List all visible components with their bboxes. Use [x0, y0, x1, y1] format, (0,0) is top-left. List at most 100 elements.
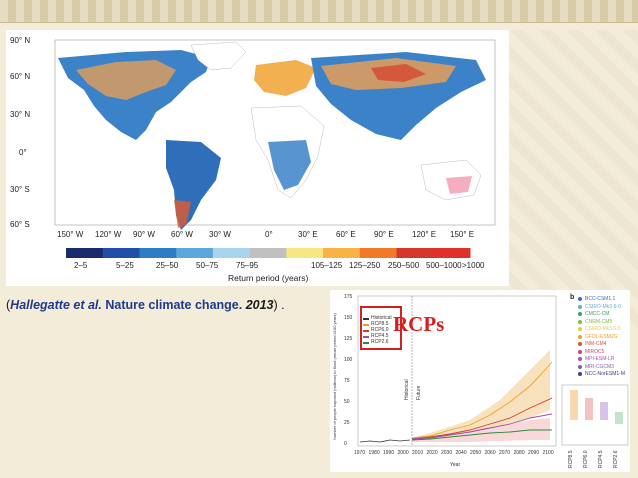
series-rcp85 [411, 361, 553, 439]
citation-journal: Nature climate change. [105, 298, 243, 312]
x-tick-label: 2000 [397, 450, 409, 456]
colorbar-label: 75–95 [236, 261, 259, 270]
flood-return-period-map: 90° N 60° N 30° N 0° 30° S 60° S 150° W … [6, 30, 509, 286]
lon-label: 0° [265, 230, 273, 239]
lat-label-30n: 30° N [10, 110, 31, 119]
legend-a-entry: RCP8.5 [371, 321, 389, 327]
colorbar-label: 50–75 [196, 261, 219, 270]
lat-label-90n: 90° N [10, 36, 31, 45]
lon-label: 90° W [133, 230, 155, 239]
colorbar [66, 248, 471, 258]
legend-b-marker [578, 312, 582, 316]
colorbar-segment [139, 248, 177, 258]
legend-b-marker [578, 297, 582, 301]
legend-b-marker [578, 334, 582, 339]
panel-b-x-label: RCP4.5 [598, 450, 604, 468]
colorbar-label: 500–1000 [426, 261, 462, 270]
y-tick-label: 100 [344, 357, 353, 363]
citation-authors: Hallegatte et al. [10, 298, 102, 312]
x-tick-label: 2100 [542, 450, 554, 456]
box-rcp85 [570, 390, 578, 420]
citation-close-paren: ) . [273, 298, 285, 312]
y-tick-label: 25 [344, 420, 350, 426]
africa-flood-zone [268, 140, 311, 190]
decorative-top-border [0, 0, 638, 23]
x-tick-label: 2040 [455, 450, 467, 456]
colorbar-segment [359, 248, 398, 258]
rcps-annotation: RCPs [393, 312, 445, 336]
legend-b-marker [578, 342, 582, 346]
box-rcp26 [615, 412, 623, 424]
australia-flood-zone [446, 176, 472, 194]
world-map-svg [54, 39, 496, 258]
x-tick-label: 2090 [528, 450, 540, 456]
lon-label: 150° E [450, 230, 475, 239]
lat-label-equator: 0° [19, 148, 27, 157]
legend-a-entry: Historical [371, 315, 392, 321]
legend-b-entry: CNRM-CM5 [585, 318, 613, 325]
lon-label: 120° E [412, 230, 437, 239]
x-tick-label: 2050 [470, 450, 482, 456]
legend-a-entry: RCP2.6 [371, 339, 389, 345]
future-label: Future [416, 385, 422, 400]
south-america-hotspots [174, 200, 191, 228]
x-tick-label: 2070 [499, 450, 511, 456]
legend-b-entry: CMCC-CM [585, 311, 610, 317]
legend-a-entry: RCP4.5 [371, 333, 389, 339]
colorbar-label: 250–500 [388, 261, 420, 270]
colorbar-segment [66, 248, 104, 258]
lat-label-30s: 30° S [10, 185, 30, 194]
north-america-hotspots [76, 60, 176, 100]
legend-b-entry: INM-CM4 [585, 341, 607, 347]
legend-b-entry: MIROC5 [585, 348, 605, 355]
lon-label: 60° E [336, 230, 356, 239]
colorbar-segment [433, 248, 471, 258]
legend-b-marker [578, 327, 582, 331]
uncertainty-band-rcp85 [412, 350, 550, 440]
lon-label: 90° E [374, 230, 394, 239]
legend-a-swatch [363, 342, 369, 344]
y-axis-label: Number of people exposed (millions) to f… [332, 313, 337, 440]
panel-b-letter: b [570, 294, 575, 301]
x-tick-label: 1990 [383, 450, 395, 456]
legend-b-marker [578, 364, 582, 369]
legend-b-entry: GFDL-ESM2G [585, 333, 618, 340]
greenland-landmass [190, 41, 247, 71]
colorbar-segment [102, 248, 140, 258]
exposure-chart-svg [357, 295, 629, 447]
colorbar-segment [176, 248, 214, 258]
legend-b-entry: NCC-NorESM1-M [585, 371, 625, 377]
colorbar-label: 105–125 [311, 261, 343, 270]
x-tick-label: 2060 [484, 450, 496, 456]
lat-label-60s: 60° S [10, 220, 30, 229]
y-tick-label: 125 [344, 336, 353, 342]
legend-b-entry: CSIRO-Mk3.6.0 [585, 326, 621, 332]
colorbar-label: 25–50 [156, 261, 179, 270]
legend-b-entry: BCC-CSM1.1 [585, 296, 616, 302]
citation-line: (Hallegatte et al. Nature climate change… [6, 298, 285, 312]
europe-landmass [254, 60, 316, 96]
legend-b-marker [578, 304, 582, 309]
x-tick-label: 2020 [426, 450, 438, 456]
lon-label: 120° W [95, 230, 122, 239]
colorbar-segment [286, 248, 324, 258]
x-tick-label: 2030 [441, 450, 453, 456]
colorbar-label: 2–5 [74, 261, 88, 270]
legend-b-marker [578, 349, 582, 354]
colorbar-title: Return period (years) [228, 273, 309, 283]
lon-label: 150° W [57, 230, 84, 239]
legend-a-swatch [363, 324, 369, 326]
legend-b-marker [578, 372, 582, 376]
box-rcp60 [585, 398, 593, 420]
panel-b-x-label: RCP8.5 [568, 450, 574, 468]
box-rcp45 [600, 402, 608, 420]
y-tick-label: 50 [344, 399, 350, 405]
lon-label: 60° W [171, 230, 193, 239]
panel-b-x-label: RCP6.0 [583, 450, 589, 468]
legend-b-marker [578, 319, 582, 324]
legend-a-swatch [363, 336, 369, 338]
colorbar-segment [323, 248, 361, 258]
colorbar-segment [249, 248, 287, 258]
lon-label: 30° W [209, 230, 231, 239]
legend-a-swatch [363, 330, 369, 332]
